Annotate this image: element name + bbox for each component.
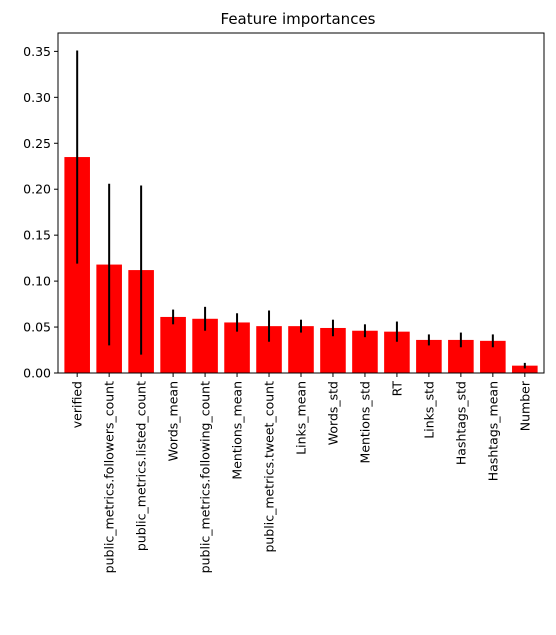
- x-tick-label: Links_std: [421, 381, 436, 439]
- x-axis: verified public_metrics.followers_count pu…: [70, 373, 532, 573]
- x-tick-label: public_metrics.tweet_count: [262, 381, 277, 553]
- plot-frame: [57, 32, 545, 374]
- x-tick-label: Number: [517, 380, 532, 431]
- x-tick-label: Words_std: [325, 381, 340, 445]
- x-tick-label: Hashtags_mean: [485, 381, 500, 481]
- y-tick-label: 0.00: [23, 366, 51, 381]
- x-tick-label: public_metrics.followers_count: [102, 381, 117, 573]
- bar-mentions-std: [352, 330, 378, 373]
- y-tick-label: 0.30: [23, 90, 51, 105]
- bar-number: [512, 365, 538, 373]
- chart-title: Feature importances: [221, 10, 376, 28]
- y-axis: 0.00 0.05 0.10 0.15 0.20 0.25 0.30 0.35: [23, 44, 58, 381]
- y-tick-label: 0.20: [23, 182, 51, 197]
- x-tick-label: Words_mean: [166, 381, 181, 461]
- bar-links-mean: [288, 326, 314, 373]
- y-tick-label: 0.10: [23, 274, 51, 289]
- x-tick-label: public_metrics.listed_count: [134, 381, 149, 551]
- x-tick-label: RT: [389, 381, 404, 397]
- x-tick-label: Links_mean: [294, 381, 309, 455]
- x-tick-label: Mentions_std: [357, 381, 372, 463]
- bar-links-std: [416, 339, 442, 373]
- error-bars-group: [76, 50, 526, 369]
- y-tick-label: 0.25: [23, 136, 51, 151]
- bar-words-mean: [160, 316, 186, 373]
- y-tick-label: 0.15: [23, 228, 51, 243]
- x-tick-label: verified: [70, 381, 85, 428]
- bars-group: [64, 157, 538, 373]
- x-tick-label: Mentions_mean: [230, 381, 245, 480]
- x-tick-label: Hashtags_std: [453, 381, 468, 465]
- x-tick-label: public_metrics.following_count: [198, 381, 213, 573]
- y-tick-label: 0.35: [23, 44, 51, 59]
- y-tick-label: 0.05: [23, 320, 51, 335]
